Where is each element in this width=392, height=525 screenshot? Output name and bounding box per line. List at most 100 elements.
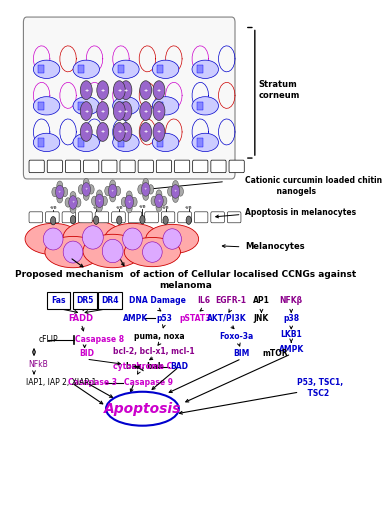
FancyBboxPatch shape (138, 160, 153, 173)
Text: bax, bak: bax, bak (125, 362, 163, 372)
Text: +: + (127, 200, 131, 204)
Text: +: + (124, 130, 128, 134)
Ellipse shape (25, 223, 81, 255)
Text: bcl-2, bcl-x1, mcl-1: bcl-2, bcl-x1, mcl-1 (113, 347, 195, 356)
FancyBboxPatch shape (47, 160, 62, 173)
Circle shape (83, 178, 89, 188)
Circle shape (75, 198, 81, 207)
Text: LKB1: LKB1 (280, 330, 302, 339)
Circle shape (155, 194, 163, 208)
Circle shape (70, 215, 76, 224)
Circle shape (143, 178, 149, 188)
Text: +: + (117, 109, 122, 113)
Text: +: + (84, 109, 88, 113)
FancyBboxPatch shape (174, 160, 190, 173)
Text: p53: p53 (156, 314, 172, 323)
FancyBboxPatch shape (211, 160, 226, 173)
Ellipse shape (152, 60, 179, 78)
Circle shape (91, 196, 98, 206)
FancyBboxPatch shape (38, 65, 44, 74)
Ellipse shape (192, 133, 218, 152)
Text: +: + (111, 189, 114, 193)
Ellipse shape (63, 241, 83, 263)
Text: NFKβ: NFKβ (279, 296, 303, 304)
FancyBboxPatch shape (229, 160, 244, 173)
Ellipse shape (73, 133, 100, 152)
Text: BAD: BAD (170, 362, 188, 372)
FancyBboxPatch shape (102, 160, 117, 173)
FancyBboxPatch shape (78, 102, 84, 110)
FancyBboxPatch shape (29, 212, 43, 223)
Circle shape (94, 216, 99, 224)
Text: AP1: AP1 (253, 296, 270, 304)
FancyBboxPatch shape (38, 138, 44, 146)
Circle shape (153, 102, 165, 120)
Text: P53, TSC1,
    TSC2: P53, TSC1, TSC2 (297, 378, 343, 397)
Circle shape (69, 196, 77, 209)
Text: Stratum
corneum: Stratum corneum (258, 80, 299, 100)
Ellipse shape (106, 392, 179, 426)
Text: EGFR-1: EGFR-1 (216, 296, 247, 304)
Circle shape (97, 122, 109, 141)
Ellipse shape (113, 133, 139, 152)
Circle shape (140, 215, 145, 224)
FancyBboxPatch shape (211, 212, 224, 223)
FancyBboxPatch shape (193, 160, 208, 173)
Text: cytochrome C: cytochrome C (113, 362, 172, 372)
FancyBboxPatch shape (24, 17, 235, 179)
Text: AMPK: AMPK (123, 314, 149, 323)
FancyBboxPatch shape (79, 212, 92, 223)
Circle shape (117, 216, 122, 224)
FancyBboxPatch shape (83, 160, 99, 173)
Circle shape (108, 184, 117, 198)
Circle shape (148, 185, 154, 194)
Circle shape (113, 81, 125, 100)
Ellipse shape (192, 60, 218, 78)
Ellipse shape (124, 237, 180, 267)
Text: BID: BID (79, 350, 94, 359)
FancyBboxPatch shape (120, 160, 135, 173)
FancyBboxPatch shape (197, 65, 203, 74)
Text: IL6: IL6 (197, 296, 210, 304)
Text: +: + (174, 190, 177, 194)
Circle shape (151, 196, 157, 206)
FancyBboxPatch shape (157, 102, 163, 110)
Text: +: + (98, 199, 101, 203)
Circle shape (113, 122, 125, 141)
Text: AKT/PI3K: AKT/PI3K (207, 314, 247, 323)
Circle shape (52, 187, 58, 197)
FancyBboxPatch shape (47, 292, 70, 309)
Circle shape (83, 191, 89, 201)
Circle shape (110, 193, 116, 202)
Text: +: + (157, 130, 161, 134)
Text: -ve: -ve (93, 205, 100, 209)
Text: +: + (144, 187, 147, 192)
Text: AMPK: AMPK (279, 345, 304, 354)
Ellipse shape (152, 133, 179, 152)
FancyBboxPatch shape (194, 212, 208, 223)
Text: Casapase 9: Casapase 9 (124, 378, 173, 387)
Text: +: + (101, 130, 105, 134)
Ellipse shape (33, 97, 60, 115)
Text: Casapase 3: Casapase 3 (68, 378, 117, 387)
Ellipse shape (152, 97, 179, 115)
Text: -ve: -ve (162, 205, 169, 209)
Text: -ve: -ve (69, 204, 77, 209)
Circle shape (70, 192, 76, 201)
Text: -ve: -ve (139, 204, 146, 209)
Text: Proposed mechanism  of action of Cellular localised CCNGs against melanoma: Proposed mechanism of action of Cellular… (15, 270, 356, 290)
Text: IAP1, IAP 2, XIAP-1: IAP1, IAP 2, XIAP-1 (26, 378, 96, 387)
FancyBboxPatch shape (29, 160, 44, 173)
Ellipse shape (82, 226, 103, 249)
FancyBboxPatch shape (197, 102, 203, 110)
Text: DR4: DR4 (101, 296, 118, 304)
Text: p38: p38 (283, 314, 299, 323)
Circle shape (57, 181, 63, 191)
Text: +: + (101, 109, 105, 113)
Circle shape (82, 183, 91, 196)
Circle shape (121, 197, 127, 207)
Circle shape (156, 190, 162, 200)
Circle shape (126, 204, 132, 213)
Text: Foxo-3a: Foxo-3a (220, 332, 254, 341)
Text: +: + (117, 130, 122, 134)
